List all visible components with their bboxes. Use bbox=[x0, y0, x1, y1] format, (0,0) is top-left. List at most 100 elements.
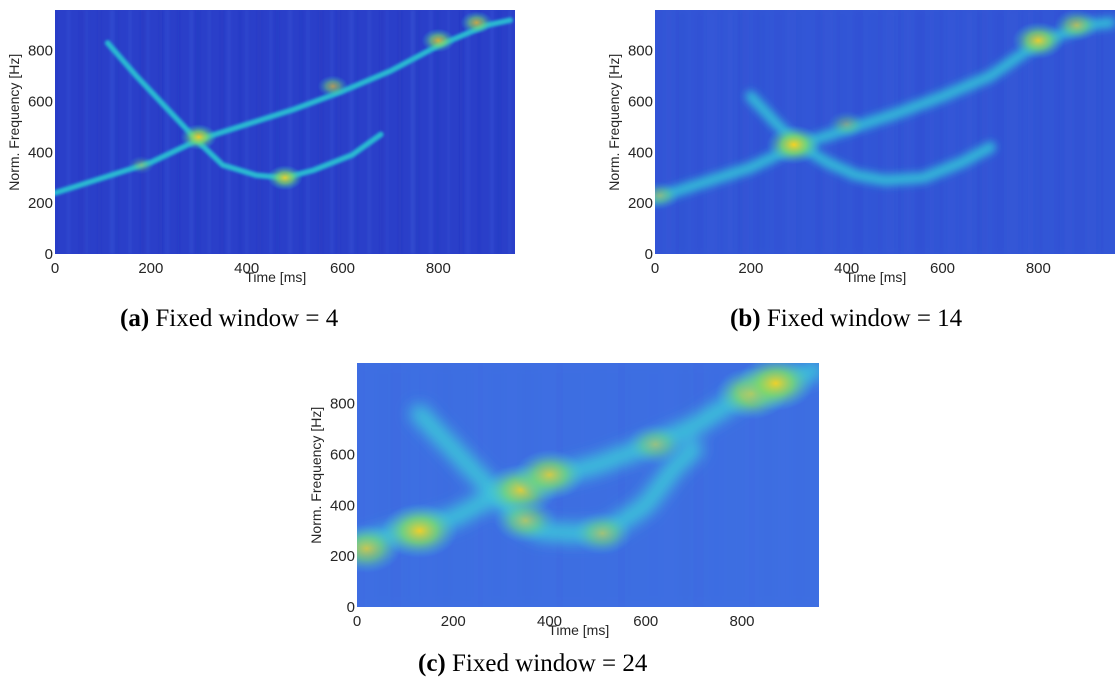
heatmap-streak bbox=[603, 363, 606, 607]
heatmap-streak bbox=[478, 10, 481, 254]
heatmap-streak bbox=[369, 363, 373, 607]
heatmap-streak bbox=[1010, 10, 1015, 254]
y-tick-label: 400 bbox=[628, 144, 653, 161]
heatmap-streak bbox=[732, 363, 736, 607]
heatmap-ridge-core-1 bbox=[106, 41, 382, 180]
heatmap-streak bbox=[986, 10, 989, 254]
heatmap-streak bbox=[1035, 10, 1040, 254]
heatmap-streak bbox=[689, 363, 692, 607]
y-tick-label: 800 bbox=[330, 396, 355, 413]
heatmap-streak bbox=[466, 10, 471, 254]
heatmap-streak bbox=[337, 10, 341, 254]
heatmap-streak bbox=[697, 10, 701, 254]
y-tick-label: 600 bbox=[330, 447, 355, 464]
heatmap-streak bbox=[275, 10, 279, 254]
heatmap-peak-0 bbox=[180, 124, 217, 151]
heatmap-streak bbox=[759, 10, 763, 254]
heatmap-streak bbox=[1090, 10, 1094, 254]
heatmap-streak bbox=[1016, 10, 1019, 254]
heatmap-streak bbox=[140, 10, 145, 254]
heatmap-streak bbox=[710, 10, 715, 254]
heatmap-streak bbox=[769, 363, 774, 607]
heatmap-streak bbox=[869, 10, 872, 254]
y-tick-label: 0 bbox=[347, 599, 355, 616]
heatmap-streak bbox=[683, 363, 688, 607]
spectrogram-panel-a: 0 200 400 600 800 0 200 400 600 800 Time [ms] Norm.… bbox=[0, 0, 530, 300]
heatmap-streak bbox=[1066, 10, 1071, 254]
caption-b-text: Fixed window = 14 bbox=[766, 305, 963, 332]
x-tick-label: 0 bbox=[51, 260, 59, 277]
heatmap-peak-3 bbox=[655, 181, 680, 210]
heatmap-streak bbox=[800, 363, 805, 607]
x-tick-label: 800 bbox=[1026, 260, 1051, 277]
heatmap-streak bbox=[679, 10, 684, 254]
heatmap-peak-5 bbox=[128, 155, 155, 175]
heatmap-streak bbox=[930, 10, 933, 254]
heatmap-peak-5 bbox=[737, 363, 814, 411]
heatmap-streak bbox=[591, 363, 596, 607]
y-tick-label: 400 bbox=[28, 144, 53, 161]
heatmap-streak bbox=[918, 10, 923, 254]
x-tick-label: 600 bbox=[330, 260, 355, 277]
heatmap-streak bbox=[400, 363, 404, 607]
heatmap-streak bbox=[1108, 10, 1111, 254]
x-tick-label: 200 bbox=[738, 260, 763, 277]
heatmap-streak bbox=[85, 10, 88, 254]
heatmap-streak bbox=[435, 10, 440, 254]
heatmap-streak bbox=[621, 363, 626, 607]
heatmap-streak bbox=[398, 10, 402, 254]
y-tick-label: 400 bbox=[330, 497, 355, 514]
heatmap-streak bbox=[751, 363, 754, 607]
heatmap-streak bbox=[367, 10, 371, 254]
heatmap-streak bbox=[55, 10, 57, 254]
heatmap-streak bbox=[128, 10, 132, 254]
heatmap-streak bbox=[1047, 10, 1050, 254]
heatmap-streak bbox=[146, 10, 149, 254]
heatmap-streak bbox=[763, 363, 767, 607]
y-axis-label: Norm. Frequency [Hz] bbox=[6, 54, 22, 191]
heatmap-streak bbox=[177, 10, 180, 254]
heatmap-streak bbox=[716, 10, 719, 254]
heatmap-streak bbox=[746, 10, 749, 254]
heatmap-streak bbox=[429, 10, 433, 254]
heatmap-streak bbox=[937, 10, 941, 254]
heatmap-peak-1 bbox=[267, 165, 303, 191]
x-tick-label: 0 bbox=[651, 260, 659, 277]
heatmap-plot-area bbox=[55, 10, 515, 254]
heatmap-streak bbox=[459, 10, 463, 254]
heatmap-streak bbox=[728, 10, 732, 254]
heatmap-streak bbox=[159, 10, 163, 254]
heatmap-streak bbox=[288, 10, 293, 254]
y-tick-label: 200 bbox=[330, 548, 355, 565]
heatmap-streak bbox=[739, 363, 744, 607]
spectrogram-a: 0 200 400 600 800 0 200 400 600 800 Time [ms] Norm.… bbox=[6, 10, 515, 285]
heatmap-streak bbox=[685, 10, 688, 254]
heatmap-streak bbox=[349, 10, 354, 254]
heatmap-streak bbox=[381, 363, 386, 607]
heatmap-streak bbox=[300, 10, 303, 254]
heatmap-streak bbox=[97, 10, 101, 254]
heatmap-streak bbox=[416, 10, 419, 254]
heatmap-streak bbox=[794, 363, 798, 607]
heatmap-peak-4 bbox=[460, 11, 493, 35]
heatmap-streak bbox=[410, 10, 415, 254]
heatmap-streak bbox=[357, 363, 359, 607]
heatmap-streak bbox=[765, 10, 770, 254]
heatmap-streak bbox=[714, 363, 719, 607]
heatmap-streak bbox=[655, 10, 657, 254]
heatmap-peak-8 bbox=[626, 423, 685, 466]
heatmap-streak bbox=[740, 10, 745, 254]
caption-a: (a) Fixed window = 4 bbox=[120, 305, 338, 333]
caption-c: (c) Fixed window = 24 bbox=[418, 650, 647, 678]
spectrogram-panel-c: 0 200 400 600 800 0 200 400 600 800 Time [ms] Norm.… bbox=[300, 355, 830, 645]
y-tick-label: 0 bbox=[45, 246, 53, 263]
heatmap-streak bbox=[906, 10, 910, 254]
heatmap-streak bbox=[496, 10, 501, 254]
heatmap-peak-4 bbox=[827, 110, 866, 138]
heatmap-streak bbox=[306, 10, 310, 254]
heatmap-streak bbox=[980, 10, 985, 254]
x-tick-label: 400 bbox=[834, 260, 859, 277]
x-tick-label: 400 bbox=[537, 613, 562, 630]
heatmap-streak bbox=[490, 10, 494, 254]
y-axis-label: Norm. Frequency [Hz] bbox=[606, 54, 622, 191]
